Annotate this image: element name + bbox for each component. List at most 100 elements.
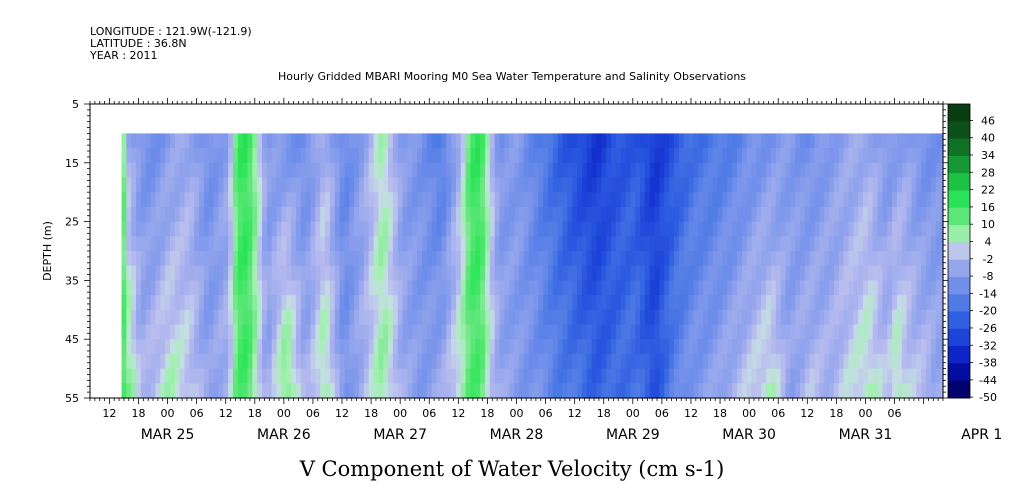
- heatmap-cell: [402, 280, 409, 296]
- heatmap-cell: [257, 368, 263, 384]
- heatmap-cell: [853, 383, 859, 399]
- heatmap-cell: [814, 353, 821, 370]
- heatmap-cell: [853, 148, 859, 164]
- heatmap-cell: [722, 177, 728, 193]
- heatmap-cell: [790, 324, 796, 340]
- heatmap-cell: [698, 133, 704, 149]
- heatmap-cell: [179, 324, 186, 340]
- heatmap-cell: [310, 295, 316, 311]
- heatmap-cell: [378, 192, 384, 208]
- heatmap-cell: [199, 265, 205, 281]
- heatmap-cell: [276, 280, 283, 296]
- heatmap-cell: [615, 236, 622, 252]
- heatmap-cell: [766, 324, 772, 340]
- heatmap-cell: [693, 368, 699, 384]
- heatmap-cell: [509, 368, 515, 384]
- heatmap-cell: [514, 251, 520, 267]
- heatmap-cell: [785, 265, 791, 281]
- heatmap-cell: [698, 162, 704, 179]
- heatmap-cell: [674, 162, 680, 179]
- heatmap-cell: [620, 324, 627, 340]
- heatmap-cell: [848, 236, 854, 252]
- heatmap-cell: [213, 162, 220, 179]
- heatmap-cell: [518, 133, 525, 149]
- heatmap-cell: [295, 133, 302, 149]
- heatmap-cell: [218, 251, 224, 267]
- heatmap-cell: [707, 177, 714, 193]
- heatmap-cell: [281, 177, 287, 193]
- heatmap-cell: [184, 339, 190, 355]
- heatmap-cell: [349, 353, 355, 370]
- heatmap-cell: [635, 383, 641, 399]
- heatmap-cell: [630, 148, 636, 164]
- heatmap-cell: [669, 251, 675, 267]
- heatmap-cell: [412, 368, 418, 384]
- heatmap-cell: [867, 353, 874, 370]
- heatmap-cell: [867, 383, 874, 399]
- heatmap-cell: [315, 324, 321, 340]
- heatmap-cell: [683, 339, 690, 355]
- heatmap-cell: [761, 236, 767, 252]
- heatmap-cell: [581, 383, 588, 399]
- heatmap-cell: [165, 192, 171, 208]
- heatmap-cell: [523, 309, 530, 326]
- heatmap-cell: [615, 192, 622, 208]
- heatmap-cell: [392, 162, 399, 179]
- heatmap-cell: [281, 162, 287, 179]
- heatmap-cell: [795, 324, 801, 340]
- heatmap-cell: [625, 177, 631, 193]
- heatmap-cell: [935, 206, 942, 223]
- heatmap-cell: [349, 162, 355, 179]
- heatmap-cell: [131, 148, 137, 164]
- heatmap-cell: [402, 368, 409, 384]
- heatmap-cell: [509, 383, 515, 399]
- heatmap-cell: [189, 368, 195, 384]
- heatmap-cell: [683, 368, 690, 384]
- heatmap-cell: [252, 148, 258, 164]
- colorbar-swatch: [948, 173, 970, 191]
- heatmap-cell: [737, 324, 743, 340]
- heatmap-cell: [155, 251, 161, 267]
- heatmap-cell: [329, 353, 336, 370]
- heatmap-cell: [460, 162, 467, 179]
- heatmap-cell: [373, 221, 379, 237]
- heatmap-cell: [252, 221, 258, 237]
- heatmap-cell: [761, 206, 767, 223]
- heatmap-cell: [485, 236, 491, 252]
- heatmap-cell: [218, 368, 224, 384]
- heatmap-cell: [707, 206, 714, 223]
- heatmap-cell: [630, 324, 636, 340]
- heatmap-cell: [475, 309, 481, 326]
- heatmap-cell: [766, 309, 772, 326]
- heatmap-cell: [814, 221, 821, 237]
- heatmap-cell: [649, 206, 656, 223]
- heatmap-cell: [770, 162, 777, 179]
- heatmap-cell: [485, 251, 491, 267]
- heatmap-cell: [785, 383, 791, 399]
- heatmap-cell: [814, 133, 821, 149]
- heatmap-cell: [388, 339, 394, 355]
- heatmap-cell: [562, 339, 568, 355]
- heatmap-cell: [596, 177, 602, 193]
- heatmap-cell: [703, 251, 709, 267]
- heatmap-cell: [717, 368, 724, 384]
- heatmap-cell: [320, 368, 326, 384]
- heatmap-cell: [644, 177, 651, 193]
- heatmap-cell: [252, 339, 258, 355]
- heatmap-cell: [674, 339, 680, 355]
- heatmap-cell: [795, 192, 801, 208]
- heatmap-cell: [572, 236, 578, 252]
- heatmap-cell: [412, 339, 418, 355]
- heatmap-cell: [281, 295, 287, 311]
- heatmap-cell: [121, 295, 127, 311]
- heatmap-cell: [363, 280, 370, 296]
- heatmap-cell: [325, 251, 331, 267]
- heatmap-cell: [625, 133, 631, 149]
- heatmap-cell: [863, 148, 869, 164]
- heatmap-cell: [853, 236, 859, 252]
- heatmap-cell: [872, 148, 879, 164]
- heatmap-cell: [155, 280, 161, 296]
- heatmap-cell: [320, 251, 326, 267]
- heatmap-cell: [911, 133, 917, 149]
- heatmap-cell: [892, 309, 898, 326]
